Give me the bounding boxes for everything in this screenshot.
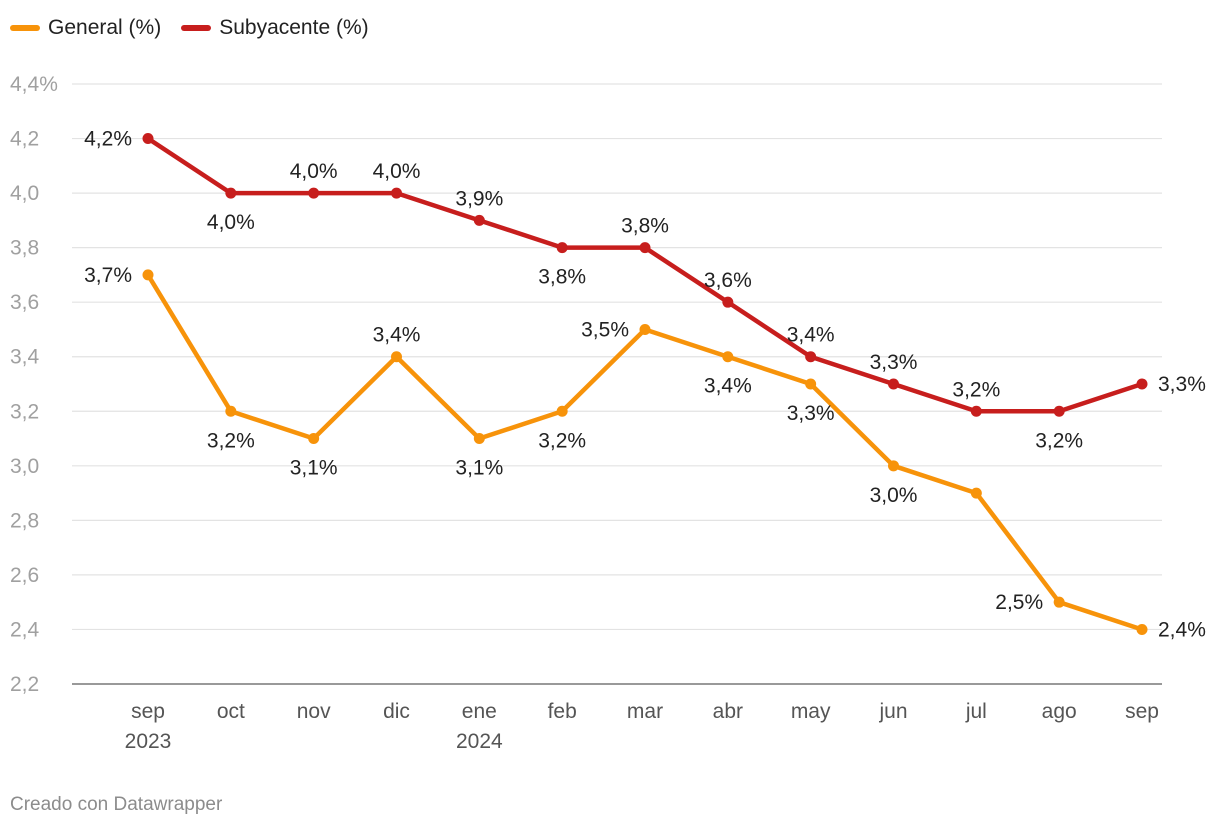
y-tick-label: 3,2 [10,400,39,423]
x-axis: sep 2023 oct nov dic ene 2024 feb mar abr may jun ju… [125,700,1159,753]
data-point[interactable] [970,487,982,499]
series-subyacente [142,133,1148,417]
series-general [142,269,1148,635]
data-label: 3,3% [787,402,835,425]
legend-item-general[interactable]: General (%) [10,16,161,40]
data-point[interactable] [473,214,485,226]
data-label: 4,0% [290,160,338,183]
data-point[interactable] [308,433,320,445]
data-label: 3,2% [1035,429,1083,452]
y-tick-label: 2,6 [10,564,39,587]
legend: General (%) Subyacente (%) [10,16,369,40]
y-tick-label: 3,6 [10,291,39,314]
y-tick-label: 4,0 [10,182,39,205]
y-tick-label: 2,2 [10,673,39,696]
data-point[interactable] [805,378,817,390]
data-label: 4,0% [207,211,255,234]
y-tick-label: 3,0 [10,455,39,478]
credit-text: Creado con Datawrapper [10,794,223,815]
y-tick-label: 4,2 [10,128,39,151]
data-point[interactable] [805,351,817,363]
data-point[interactable] [556,405,568,417]
data-label: 3,8% [621,215,669,238]
y-tick-label: 2,8 [10,509,39,532]
y-tick-label: 2,4 [10,618,40,641]
data-point[interactable] [1136,623,1148,635]
data-point[interactable] [1053,596,1065,608]
data-point[interactable] [142,133,154,145]
x-tick-label: nov [297,700,331,723]
x-tick-label: abr [713,700,743,723]
data-label: 3,2% [952,378,1000,401]
data-point[interactable] [308,187,320,199]
data-label: 3,9% [455,187,503,210]
data-point[interactable] [970,405,982,417]
y-axis: 2,2 2,4 2,6 2,8 3,0 3,2 3,4 3,6 3,8 4,0 4,2 4,4% [10,73,58,696]
data-label: 3,3% [870,351,918,374]
legend-label-subyacente: Subyacente (%) [219,16,369,39]
x-tick-label: sep [1125,700,1159,723]
data-point[interactable] [225,405,237,417]
x-tick-label: sep 2023 [125,700,172,753]
data-label: 3,2% [207,429,255,452]
data-label: 4,2% [84,128,132,151]
x-tick-label: ene 2024 [456,700,503,753]
data-label: 3,4% [787,324,835,347]
data-label: 4,0% [373,160,421,183]
y-tick-label: 4,4% [10,73,58,96]
data-point[interactable] [888,378,899,390]
data-labels: 3,7% 3,2% 3,1% 3,4% 3,1% 3,2% 3,5% 3,4% 3,3% 3,0%… [84,128,1206,642]
data-label: 3,8% [538,266,586,289]
data-label: 3,1% [290,457,338,480]
legend-swatch-general [10,25,40,31]
data-point[interactable] [639,242,651,254]
data-label: 3,2% [538,429,586,452]
data-point[interactable] [639,323,651,335]
y-tick-label: 3,8 [10,237,39,260]
data-point[interactable] [473,433,485,445]
data-point[interactable] [225,187,237,199]
data-point[interactable] [391,351,402,363]
legend-label-general: General (%) [48,16,162,39]
data-point[interactable] [1136,378,1148,390]
data-point[interactable] [556,242,568,254]
data-point[interactable] [888,460,899,472]
legend-swatch-subyacente [181,25,212,31]
y-tick-label: 3,4 [10,346,40,369]
x-tick-label: feb [548,700,577,723]
data-label: 2,5% [995,591,1043,614]
x-tick-label: oct [217,700,245,723]
data-point[interactable] [722,296,734,308]
data-point[interactable] [391,187,402,199]
data-label: 3,4% [704,375,752,398]
data-label: 3,0% [870,484,918,507]
x-tick-label: ago [1042,700,1077,723]
x-tick-label: dic [383,700,410,723]
data-label: 3,4% [373,324,421,347]
data-point[interactable] [1053,405,1065,417]
x-tick-label: jun [878,700,907,723]
data-label: 3,7% [84,264,132,287]
data-point[interactable] [142,269,154,281]
series-group [142,133,1148,635]
x-tick-label: may [791,700,831,723]
data-label: 3,6% [704,269,752,292]
legend-item-subyacente[interactable]: Subyacente (%) [181,16,369,40]
data-label: 2,4% [1158,618,1206,641]
data-point[interactable] [722,351,734,363]
data-label: 3,3% [1158,373,1206,396]
data-label: 3,1% [455,457,503,480]
x-tick-label: jul [965,700,987,723]
x-tick-label: mar [627,700,663,723]
data-label: 3,5% [581,318,629,341]
